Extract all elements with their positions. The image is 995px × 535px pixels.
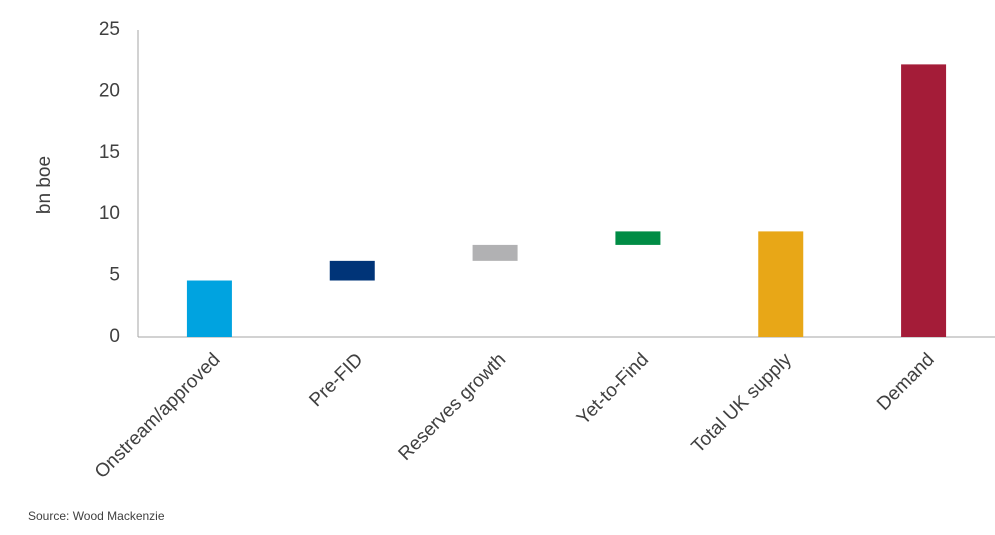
x-tick-label: Pre-FID — [305, 349, 367, 411]
source-note: Source: Wood Mackenzie — [28, 509, 165, 523]
y-axis-label: bn boe — [34, 156, 55, 214]
bar — [472, 244, 518, 261]
y-tick-label: 0 — [109, 326, 120, 347]
bar — [758, 231, 804, 337]
x-tick-label: Reserves growth — [395, 349, 511, 465]
bar — [615, 231, 661, 245]
y-tick-label: 20 — [99, 80, 120, 101]
y-tick-label: 5 — [109, 265, 120, 286]
x-tick-label: Yet-to-Find — [573, 349, 653, 429]
bar — [901, 64, 947, 337]
x-tick-label: Total UK supply — [688, 349, 797, 458]
y-tick-label: 15 — [99, 142, 120, 163]
x-tick-label: Demand — [873, 349, 939, 415]
bar — [186, 280, 232, 337]
x-tick-label: Onstream/approved — [91, 349, 225, 483]
y-tick-label: 25 — [99, 19, 120, 40]
bar — [329, 260, 375, 281]
y-tick-label: 10 — [99, 203, 120, 224]
